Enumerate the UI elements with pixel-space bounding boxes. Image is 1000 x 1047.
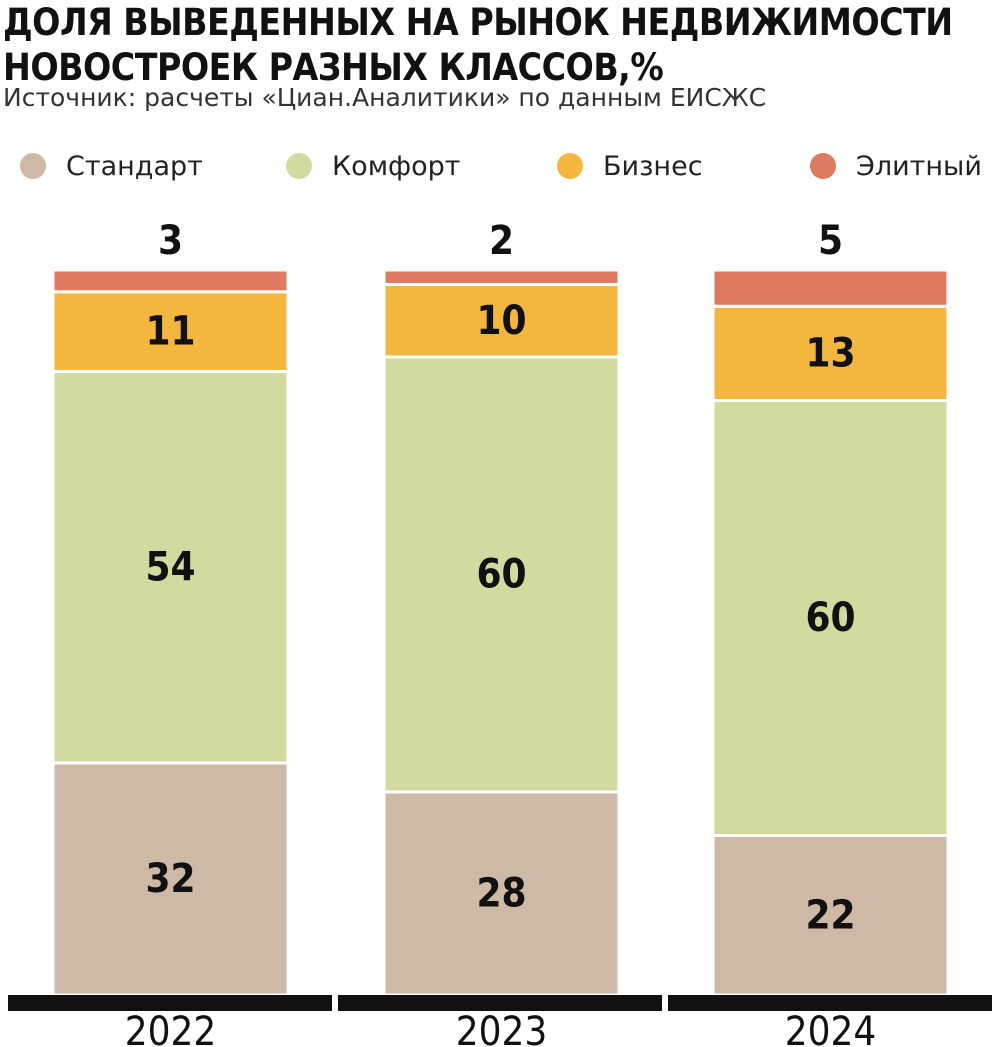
data-label-comfort-2024: 60 (805, 595, 855, 641)
x-tick-label-2022: 2022 (125, 1009, 217, 1047)
legend-item-elite: Элитный (810, 148, 982, 184)
legend-swatch-comfort (286, 153, 312, 179)
bar-elite-2023 (382, 268, 621, 286)
legend-item-comfort: Комфорт (286, 148, 461, 184)
chart-title: ДОЛЯ ВЫВЕДЕННЫХ НА РЫНОК НЕДВИЖИМОСТИ НО… (3, 1, 953, 89)
legend-label-elite: Элитный (856, 150, 982, 182)
chart-legend: Стандарт Комфорт Бизнес Элитный (20, 148, 995, 184)
bar-elite-2024 (711, 268, 950, 308)
data-label-standard-2022: 32 (145, 856, 195, 902)
baseline-2023 (338, 995, 662, 1011)
bar-standard-2022 (51, 761, 290, 997)
baseline-2022 (8, 995, 332, 1011)
bar-comfort-2024 (711, 399, 950, 837)
legend-swatch-elite (810, 153, 836, 179)
bar-business-2024 (711, 304, 950, 402)
legend-label-standard: Стандарт (66, 150, 203, 182)
data-label-elite-2023: 2 (489, 218, 514, 264)
legend-item-business: Бизнес (557, 148, 703, 184)
data-label-standard-2024: 22 (805, 892, 855, 938)
legend-swatch-standard (20, 153, 46, 179)
data-label-elite-2024: 5 (818, 218, 843, 264)
bar-business-2022 (51, 290, 290, 373)
x-tick-label-2023: 2023 (456, 1009, 548, 1047)
legend-swatch-business (557, 153, 583, 179)
bar-comfort-2023 (382, 355, 621, 794)
data-label-business-2024: 13 (805, 330, 855, 376)
bar-standard-2023 (382, 790, 621, 997)
legend-label-business: Бизнес (603, 150, 703, 182)
bar-standard-2024 (711, 834, 950, 997)
x-tick-label-2024: 2024 (785, 1009, 877, 1047)
data-label-comfort-2023: 60 (476, 552, 526, 598)
data-label-standard-2023: 28 (476, 871, 526, 917)
data-label-business-2022: 11 (145, 309, 195, 355)
data-label-elite-2022: 3 (158, 218, 183, 264)
baseline-2024 (668, 995, 992, 1011)
legend-item-standard: Стандарт (20, 148, 203, 184)
bar-elite-2022 (51, 268, 290, 294)
data-label-comfort-2022: 54 (145, 544, 195, 590)
legend-label-comfort: Комфорт (332, 150, 461, 182)
bar-comfort-2022 (51, 370, 290, 765)
chart-source: Источник: расчеты «Циан.Аналитики» по да… (3, 83, 767, 112)
data-label-business-2023: 10 (476, 298, 526, 344)
